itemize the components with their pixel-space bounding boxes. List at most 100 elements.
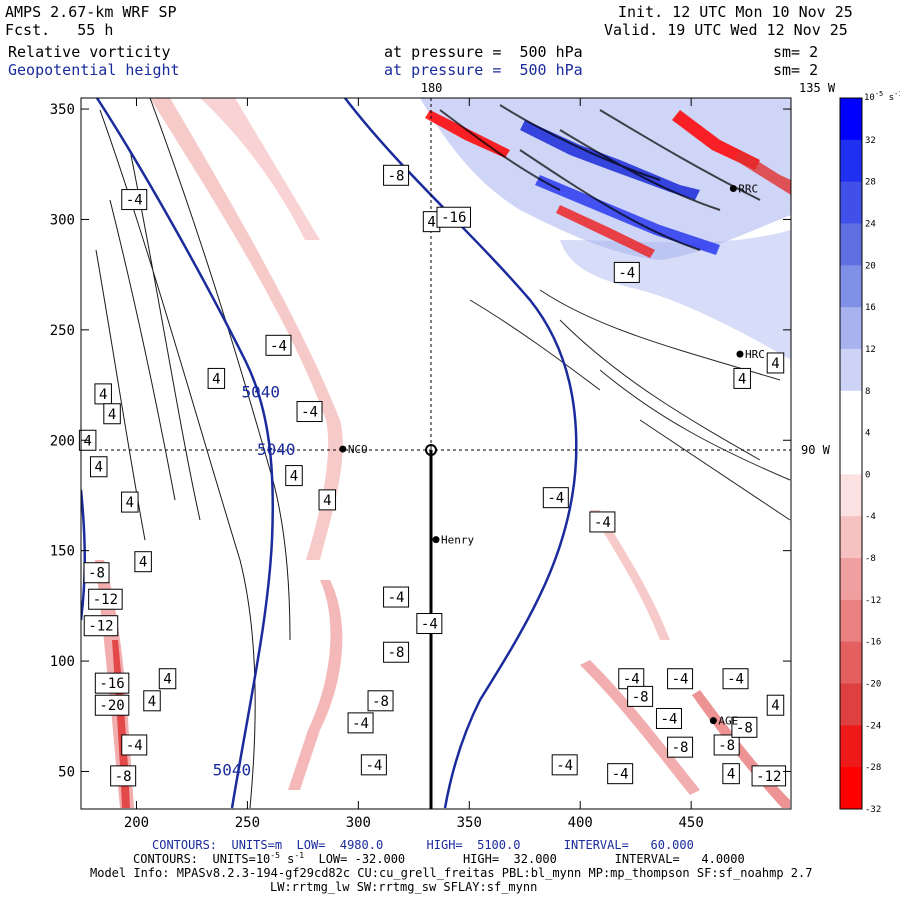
x-tick-label-450: 450 [679,815,704,831]
station-dot-henry [432,536,440,544]
vort-label-5: -4 [301,405,318,421]
colorbar-level-1: 28 [865,178,876,188]
colorbar-level-12: -16 [865,638,881,648]
field1-name: Relative vorticity [8,43,171,61]
colorbar-swatch-7 [840,390,862,434]
geo-label-5040-bottom: 5040 [213,760,252,779]
vort-label-14: -4 [594,515,611,531]
x-tick-label-200: 200 [124,815,149,831]
vort-label-box-31 [655,707,682,729]
vort-label-box-12 [121,491,139,513]
vort-label-9: 4 [95,460,103,476]
valid-time: Valid. 19 UTC Wed 12 Nov 25 [604,21,848,39]
vort-label-35: 4 [771,698,779,714]
colorbar-unit: 10-5 s-1 [864,90,900,103]
vort-label-19: -12 [93,592,118,608]
init-time: Init. 12 UTC Mon 10 Nov 25 [618,3,853,21]
vort-label-box-49 [766,352,785,374]
vort-label-22: 4 [163,672,171,688]
colorbar-swatch-11 [840,558,862,601]
colorbar-swatch-12 [840,599,862,643]
geo-contour-5040-west [95,98,275,809]
colorbar-level-7: 4 [865,429,870,439]
field2-name: Geopotential height [8,61,180,79]
geo-label-5040-8: 5040 [257,440,296,459]
vort-label-box-18 [83,562,110,584]
vort-band-south [288,580,343,790]
vort-label-box-48 [733,367,751,389]
vort-label-23: -16 [99,676,124,692]
colorbar-level-5: 12 [865,345,876,355]
vort-label-box-27 [347,712,374,734]
vort-label-47: -4 [618,265,635,281]
colorbar: 32 28 24 20 16 12 8 4 0 -4 -8 -12 -16 -20 -24 -28 -32 10-… [839,90,900,815]
footer-contours-vort-s: s [279,852,295,866]
colorbar-swatch-8 [840,432,862,475]
colorbar-swatch-13 [840,641,862,685]
colorbar-swatch-5 [840,307,862,350]
y-tick-label-300: 300 [50,212,75,228]
vort-label-box-14 [589,511,616,533]
vort-label-15: 4 [139,555,147,571]
meridian-label-2: 90 W [801,443,831,457]
vort-label-box-10 [285,465,303,487]
station-markers: NCO Henry HRC RRC AGE [339,183,765,728]
vort-label-box-32 [722,668,749,690]
colorbar-level-14: -24 [865,721,881,731]
vort-label-28: -4 [623,672,640,688]
station-dot-nco [339,445,347,453]
vort-label-box-30 [627,685,654,707]
vort-label-36: -8 [736,720,753,736]
colorbar-level-15: -28 [865,763,881,773]
footer-contours-vort: CONTOURS: UNITS=10-5 s-1 LOW= -32.000 HI… [133,851,745,866]
vort-label-box-33 [121,734,148,756]
colorbar-level-2: 24 [865,219,876,229]
colorbar-swatch-10 [840,516,862,559]
vort-label-box-0 [121,189,148,211]
vort-label-box-23 [94,672,130,694]
y-tick-label-250: 250 [50,323,75,339]
colorbar-level-4: 16 [865,303,876,313]
vort-band-se [580,660,700,795]
vort-label-45: 4 [427,215,435,231]
vort-label-26: -20 [99,698,124,714]
vort-label-27: -4 [352,716,369,732]
vort-label-box-21 [383,641,410,663]
colorbar-level-3: 20 [865,261,876,271]
colorbar-level-0: 32 [865,136,876,146]
vort-label-box-11 [318,489,337,511]
field1-pressure: at pressure = 500 hPa [384,43,583,61]
station-label-hrc: HRC [745,348,765,361]
station-dot-rrc [729,185,737,193]
vort-label-46: -16 [441,210,466,226]
vort-label-box-44 [383,164,410,186]
vort-band-central [150,98,343,560]
geo-label-5040-4: 5040 [241,383,280,402]
vort-label-37: -8 [672,740,689,756]
colorbar-swatch-9 [840,474,862,517]
vort-label-box-6 [103,403,121,425]
vort-label-11: 4 [323,493,331,509]
station-label-nco: NCO [348,443,368,456]
vort-label-box-43 [751,765,787,787]
station-label-henry: Henry [441,534,474,547]
vort-label-43: -12 [756,769,781,785]
x-tick-label-300: 300 [346,815,371,831]
vort-label-1: -4 [270,338,287,354]
vort-label-box-25 [143,690,161,712]
vort-label-box-1 [265,334,292,356]
vort-label-40: -4 [612,767,629,783]
vort-label-10: 4 [290,469,298,485]
footer-contours-geo: CONTOURS: UNITS=m LOW= 4980.0 HIGH= 5100… [152,838,694,852]
vort-label-31: -4 [661,711,678,727]
vort-label-34: -8 [718,738,735,754]
vort-label-box-36 [731,716,758,738]
colorbar-swatch-2 [840,181,862,224]
axes: 200 250 300 350 400 450 50 100 150 200 250 300 350 18… [50,81,836,831]
vort-ne-red-streak4 [735,150,791,195]
vort-label-box-13 [542,487,569,509]
forecast-hours: 55 h [77,21,114,39]
vort-label-16: -4 [388,590,405,606]
vort-label-box-9 [90,456,108,478]
